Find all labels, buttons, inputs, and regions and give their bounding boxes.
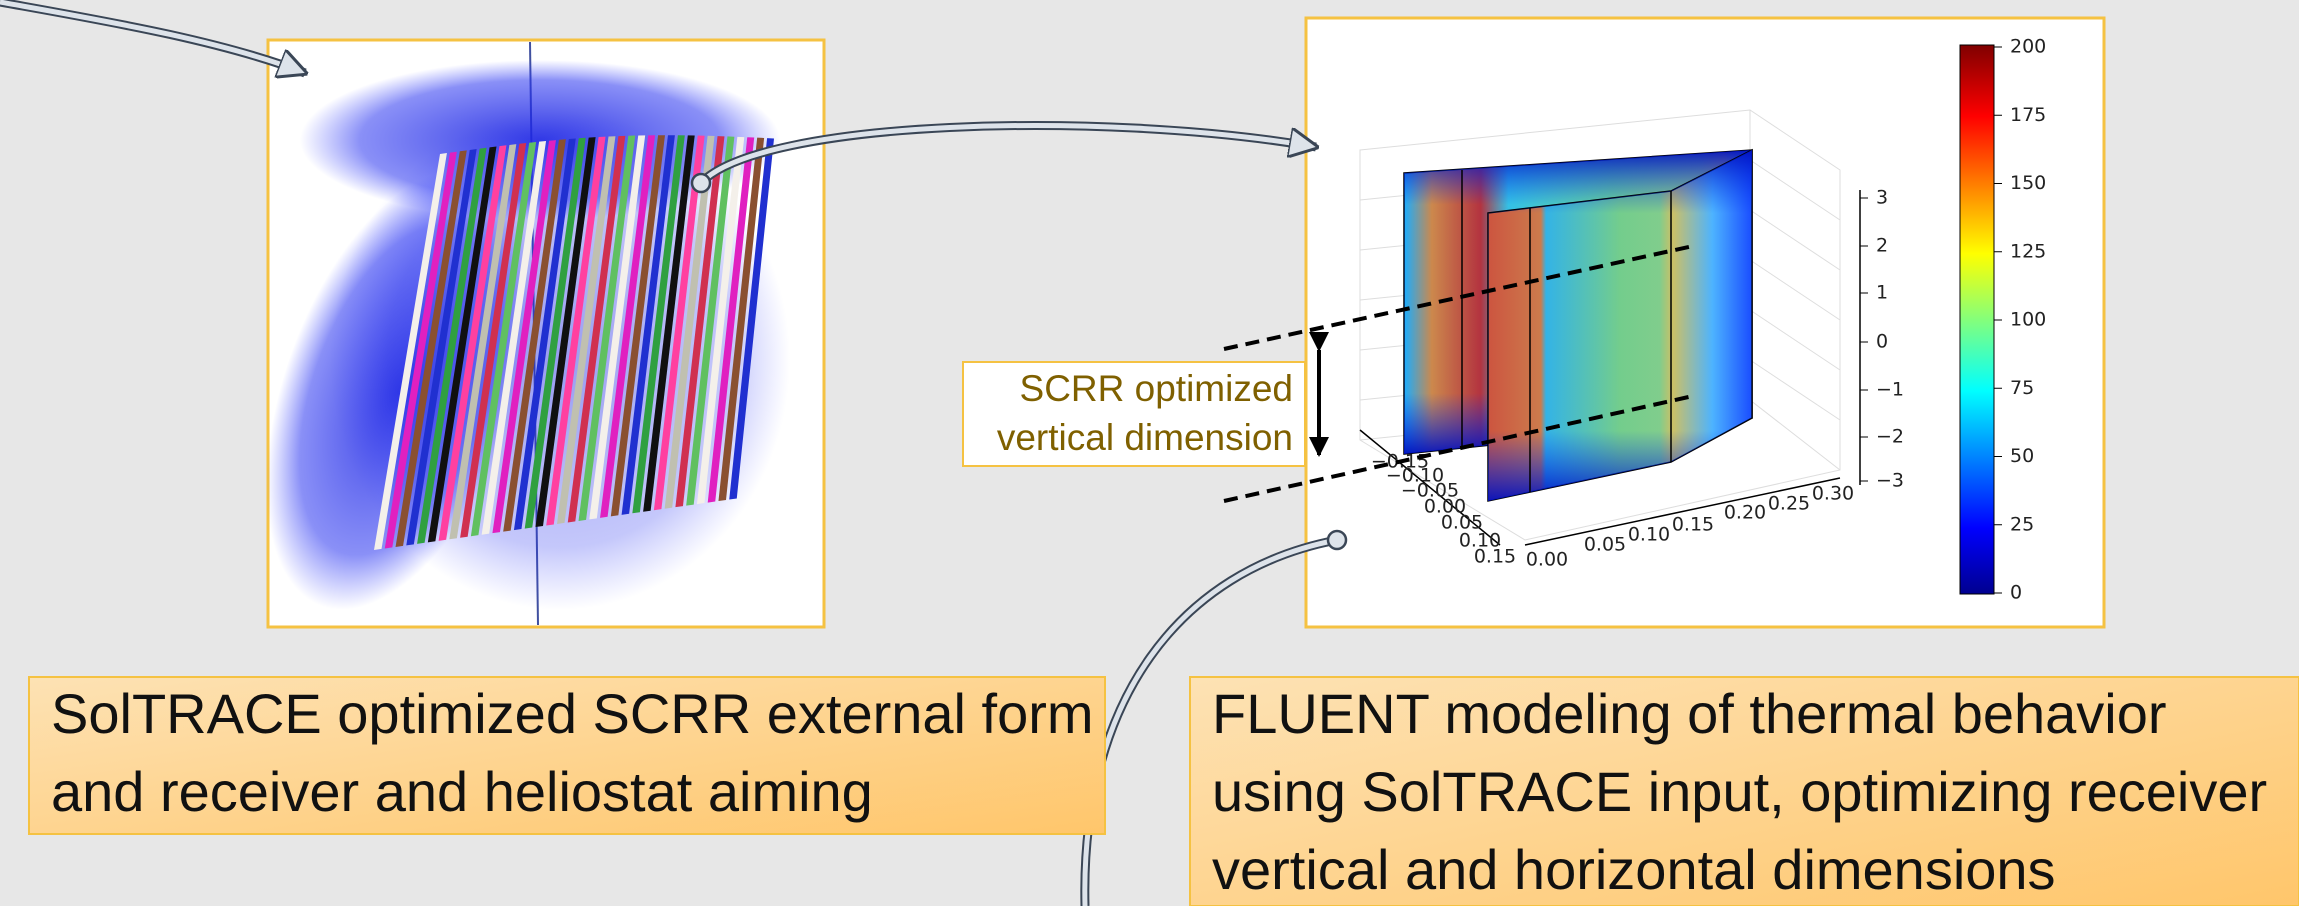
z-tick-label: 0	[1876, 331, 1888, 353]
colorbar-tick-label: 200	[2010, 36, 2046, 58]
arrow-start	[692, 174, 710, 192]
x-tick-label: 0.15	[1672, 514, 1714, 536]
colorbar-tick-label: 100	[2010, 309, 2046, 331]
colorbar-tick-label: 125	[2010, 240, 2046, 262]
x-tick-label: 0.00	[1526, 549, 1568, 571]
soltrace-image	[213, 40, 824, 645]
x-tick-label: 0.20	[1724, 502, 1766, 524]
z-tick-label: −2	[1876, 426, 1904, 448]
z-tick-label: 1	[1876, 282, 1888, 304]
label-text: SCRR optimized	[1020, 368, 1293, 409]
x-tick-label: 0.05	[1584, 534, 1626, 556]
arrow	[0, 2, 305, 73]
z-tick-label: 3	[1876, 187, 1888, 209]
caption-text: FLUENT modeling of thermal behavior	[1212, 682, 2167, 745]
caption-text: SolTRACE optimized SCRR external form	[51, 682, 1094, 745]
colorbar	[1960, 45, 1994, 594]
z-tick-label: −3	[1876, 470, 1904, 492]
caption-text: using SolTRACE input, optimizing receive…	[1212, 760, 2267, 823]
caption-text: vertical and horizontal dimensions	[1212, 838, 2056, 901]
arrow-start	[1328, 531, 1346, 549]
x-tick-label: 0.10	[1628, 524, 1670, 546]
colorbar-tick-label: 0	[2010, 582, 2022, 604]
z-tick-label: 2	[1876, 235, 1888, 257]
label-text: vertical dimension	[997, 417, 1293, 458]
slide: 3210−1−2−30.000.050.100.150.200.250.30−0…	[0, 0, 2299, 906]
colorbar-tick-label: 75	[2010, 377, 2034, 399]
caption-text: and receiver and heliostat aiming	[51, 760, 873, 823]
colorbar-tick-label: 175	[2010, 104, 2046, 126]
colorbar-tick-label: 150	[2010, 172, 2046, 194]
x-tick-label: 0.25	[1768, 493, 1810, 515]
colorbar-tick-label: 50	[2010, 445, 2034, 467]
x-tick-label: 0.30	[1812, 483, 1854, 505]
colorbar-tick-label: 25	[2010, 513, 2034, 535]
y-tick-label: 0.15	[1474, 546, 1516, 568]
z-tick-label: −1	[1876, 379, 1904, 401]
